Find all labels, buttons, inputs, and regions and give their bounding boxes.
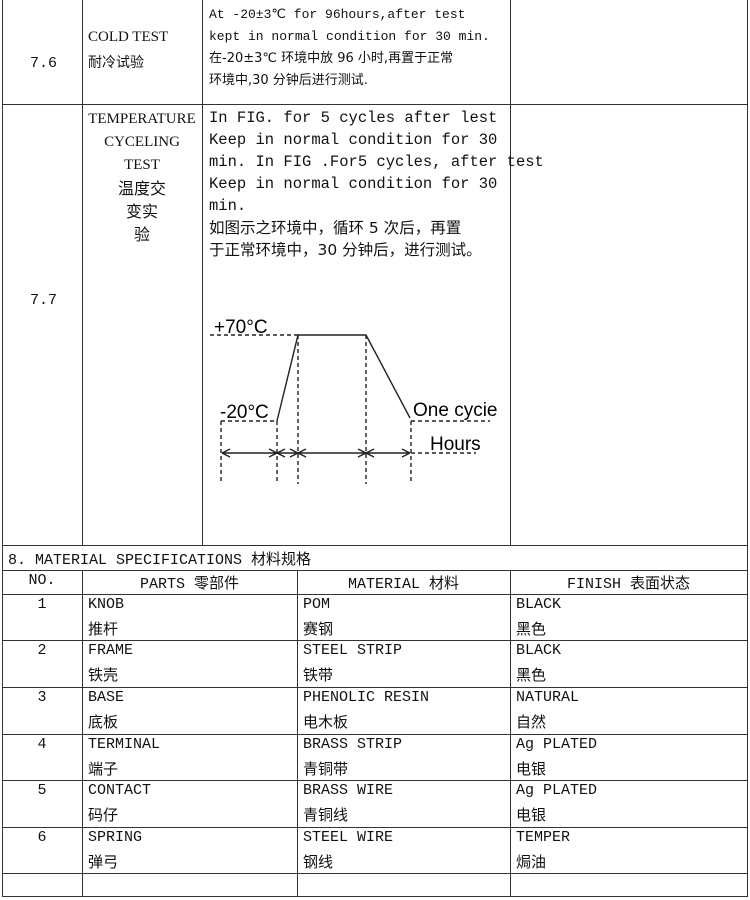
test-name: TEMPERATURE CYCELING TEST 温度交 变实验 — [88, 111, 196, 244]
row-divider — [2, 873, 748, 874]
finish-cn: 黑色 — [516, 620, 547, 638]
finish-cn: 焗油 — [516, 853, 547, 871]
column-header: NO. — [28, 572, 56, 589]
section-title: 8. MATERIAL SPECIFICATIONS 材料规格 — [8, 552, 312, 569]
part-cn: 推杆 — [88, 620, 119, 638]
column-header: PARTS 零部件 — [139, 576, 239, 593]
row-divider — [2, 734, 748, 735]
row-no: 6 — [37, 829, 47, 846]
border-right — [747, 0, 748, 897]
column-header: FINISH 表面状态 — [566, 576, 690, 593]
column-divider — [297, 570, 298, 897]
finish-cn: 自然 — [516, 713, 547, 731]
finish-en: NATURAL — [516, 689, 580, 706]
material-cn: 电木板 — [303, 713, 349, 731]
finish-cn: 电银 — [516, 760, 547, 778]
material-en: POM — [303, 596, 331, 613]
row-no: 1 — [37, 596, 47, 613]
part-cn: 端子 — [88, 760, 119, 778]
interval-arrows — [221, 448, 411, 458]
material-en: STEEL STRIP — [303, 642, 403, 659]
test-name-cn: 耐冷试验 — [88, 55, 144, 71]
test-no: 7.7 — [30, 292, 58, 309]
row-no: 2 — [37, 642, 47, 659]
divider — [510, 0, 511, 545]
material-cn: 青铜线 — [303, 806, 349, 824]
material-cn: 青铜带 — [303, 760, 349, 778]
material-en: BRASS WIRE — [303, 782, 394, 799]
divider — [82, 0, 83, 545]
material-cn: 钢线 — [303, 853, 334, 871]
part-cn: 铁壳 — [88, 666, 119, 684]
divider — [2, 896, 748, 897]
part-en: SPRING — [88, 829, 143, 846]
column-divider — [510, 570, 511, 897]
cycle-profile — [276, 334, 411, 422]
material-cn: 赛钢 — [303, 620, 334, 638]
column-divider — [82, 570, 83, 897]
row-no: 5 — [37, 782, 47, 799]
divider — [2, 545, 748, 546]
low-temp-label: -20°C — [220, 402, 269, 423]
test-name-en: COLD TEST — [88, 29, 169, 45]
material-en: BRASS STRIP — [303, 736, 403, 753]
row-divider — [2, 827, 748, 828]
finish-en: BLACK — [516, 596, 562, 613]
row-no: 3 — [37, 689, 47, 706]
part-en: TERMINAL — [88, 736, 161, 753]
row-no: 4 — [37, 736, 47, 753]
divider — [2, 104, 748, 105]
temperature-cycle-figure: +70°C -20°C One cycie Hours — [210, 317, 497, 484]
material-en: PHENOLIC RESIN — [303, 689, 430, 706]
part-cn: 码仔 — [88, 806, 119, 824]
test-description: At -20±3℃ for 96hours,after test kept in … — [209, 7, 490, 88]
column-header: MATERIAL 材料 — [347, 576, 459, 593]
finish-cn: 电银 — [516, 806, 547, 824]
finish-en: TEMPER — [516, 829, 571, 846]
finish-en: Ag PLATED — [516, 782, 598, 799]
test-description: In FIG. for 5 cycles after lest Keep in n… — [209, 109, 544, 259]
finish-en: BLACK — [516, 642, 562, 659]
part-en: FRAME — [88, 642, 134, 659]
high-temp-label: +70°C — [214, 317, 268, 338]
part-cn: 弹弓 — [88, 853, 119, 871]
finish-en: Ag PLATED — [516, 736, 598, 753]
row-divider — [2, 780, 748, 781]
hours-label: Hours — [430, 434, 481, 455]
divider — [2, 570, 748, 571]
material-cn: 铁带 — [303, 666, 334, 684]
part-en: KNOB — [88, 596, 125, 613]
material-en: STEEL WIRE — [303, 829, 394, 846]
test-no: 7.6 — [30, 55, 58, 72]
part-cn: 底板 — [88, 713, 119, 731]
border-left — [2, 0, 3, 897]
part-en: BASE — [88, 689, 125, 706]
cycle-label: One cycie — [413, 400, 497, 421]
row-divider — [2, 594, 748, 595]
divider — [202, 0, 203, 545]
finish-cn: 黑色 — [516, 666, 547, 684]
row-divider — [2, 640, 748, 641]
part-en: CONTACT — [88, 782, 152, 799]
row-divider — [2, 687, 748, 688]
